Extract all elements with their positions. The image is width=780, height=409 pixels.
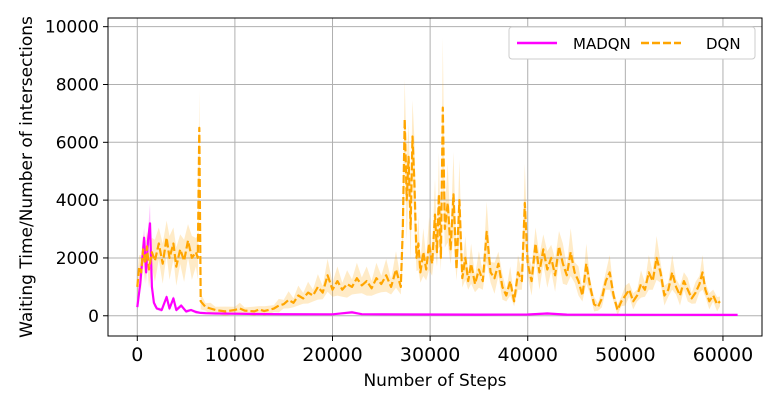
x-axis-label: Number of Steps [363, 371, 506, 391]
y-tick-label: 4000 [56, 191, 99, 211]
y-tick-label: 6000 [56, 133, 99, 153]
x-tick-label: 20000 [302, 344, 362, 366]
y-tick-label: 8000 [56, 75, 99, 95]
confidence-bands [137, 37, 738, 317]
legend: MADQN DQN [508, 26, 756, 60]
x-tick-label: 10000 [205, 344, 265, 366]
x-tick-label: 50000 [595, 344, 655, 366]
x-tick-label: 60000 [693, 344, 753, 366]
x-tick-label: 0 [131, 344, 143, 366]
x-tick-label: 40000 [498, 344, 558, 366]
plot-frame [107, 17, 763, 337]
legend-label-madqn: MADQN [573, 35, 631, 53]
axis-ticks: 0 10000 20000 30000 40000 50000 60000 0 2000 4000… [45, 18, 753, 366]
y-tick-label: 0 [88, 307, 99, 327]
y-axis-label: Waiting Time/Number of intersections [17, 16, 37, 338]
line-madqn [136, 222, 738, 316]
series-lines [136, 106, 738, 316]
line-dqn [136, 106, 721, 313]
y-tick-label: 10000 [45, 18, 99, 38]
x-tick-label: 30000 [400, 344, 460, 366]
legend-box [508, 26, 756, 60]
legend-label-dqn: DQN [706, 35, 741, 53]
y-tick-label: 2000 [56, 249, 99, 269]
band-dqn [137, 37, 721, 317]
